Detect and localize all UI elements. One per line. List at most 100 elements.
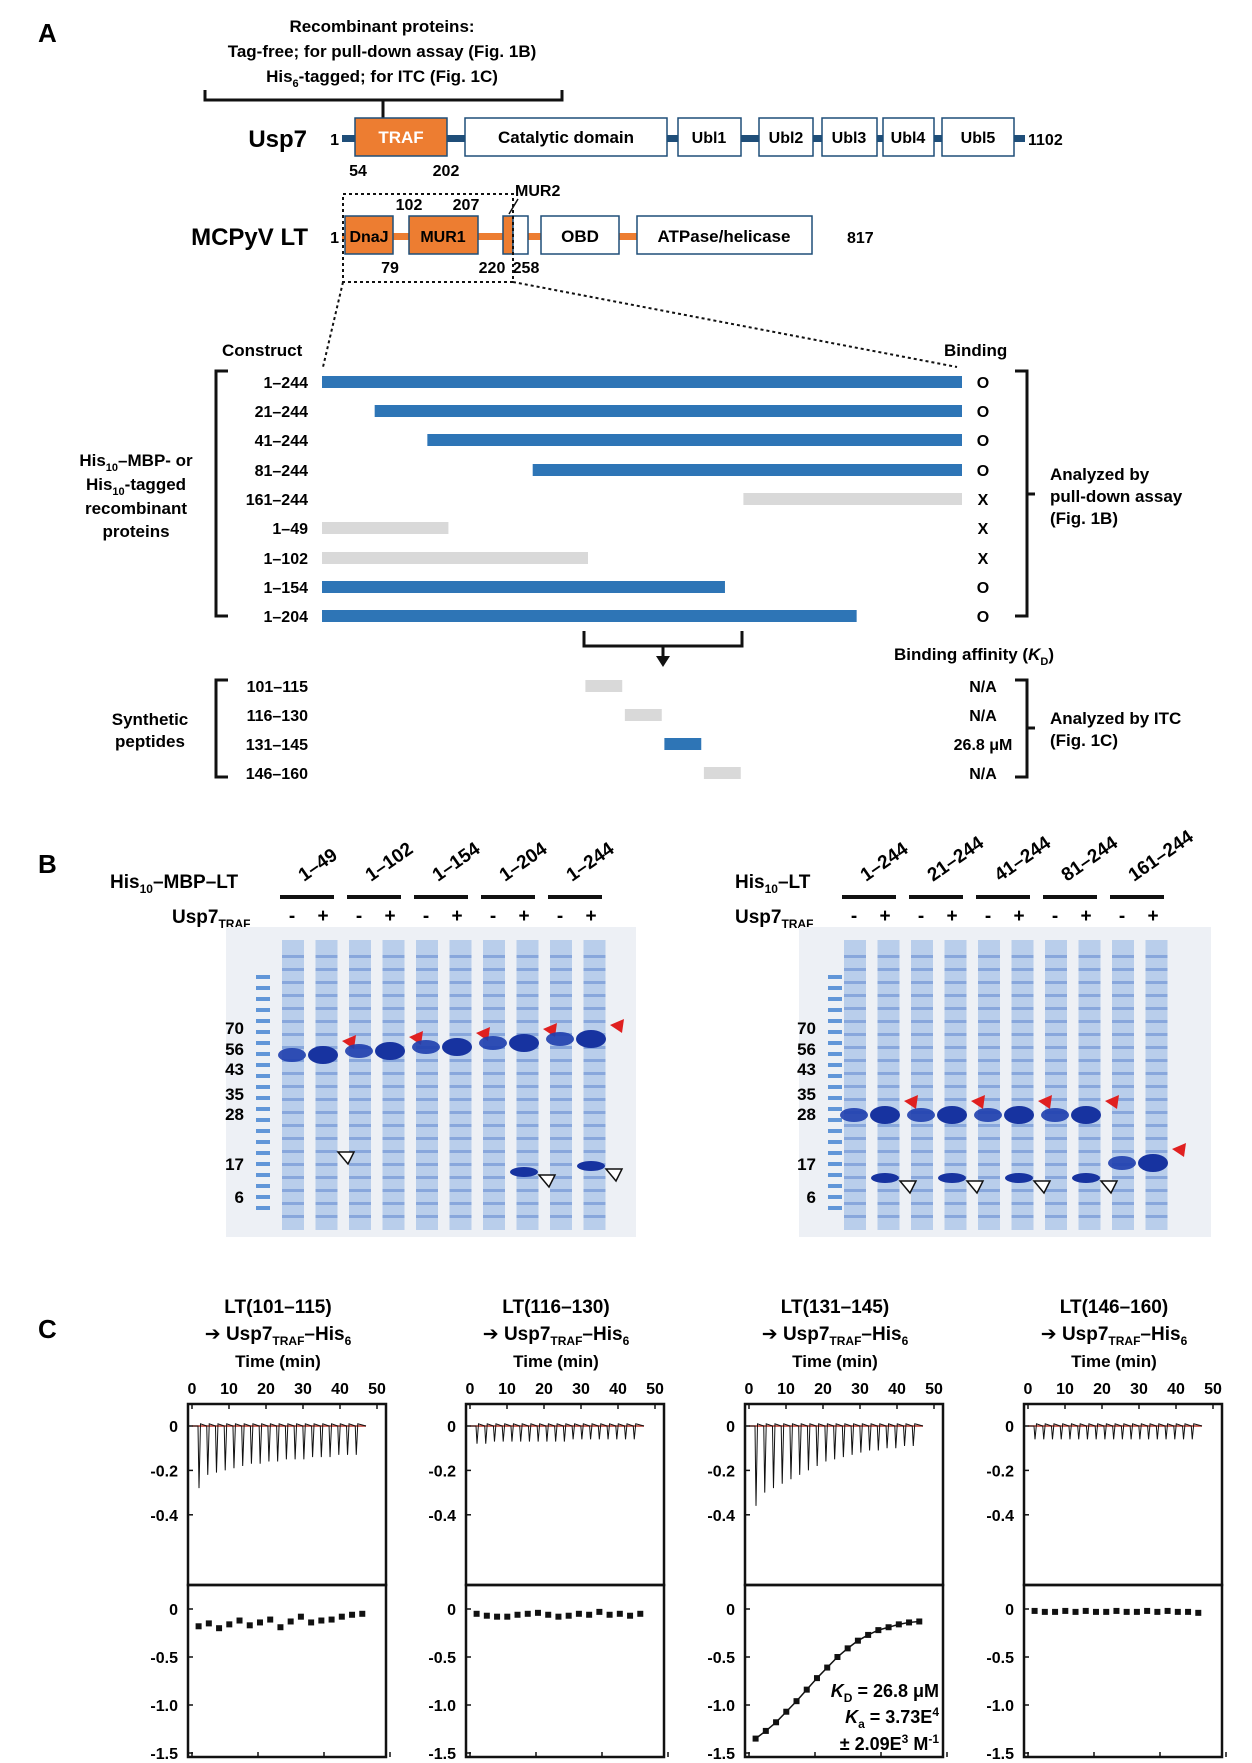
gel-band	[877, 1137, 900, 1140]
gel-band	[877, 1124, 900, 1127]
traf-band	[871, 1173, 899, 1183]
gel-band	[416, 1150, 438, 1153]
gel-band	[349, 1007, 371, 1010]
gel-band	[550, 1163, 572, 1166]
recombinant-bracket	[203, 90, 564, 118]
gel-band	[1045, 994, 1067, 997]
ladder-band	[256, 1074, 270, 1078]
gel-band	[583, 1124, 606, 1127]
gel-band	[877, 1098, 900, 1101]
lower-y-tick: 0	[726, 1602, 735, 1619]
gel-band	[449, 1085, 472, 1088]
injection-point	[195, 1623, 202, 1630]
ladder-band	[828, 1074, 842, 1078]
construct-label: 1–204	[264, 609, 309, 626]
red-triangle-icon	[971, 1095, 985, 1109]
gel-band	[877, 1163, 900, 1166]
itc-lower-frame	[464, 1583, 666, 1759]
gel-band	[1145, 1007, 1168, 1010]
gel-band	[315, 1020, 338, 1023]
lane-plus: +	[946, 906, 957, 927]
gel-band	[1145, 1072, 1168, 1075]
gel-band	[583, 1189, 606, 1192]
lane-header: 1–244	[563, 838, 619, 886]
ladder-band	[256, 1151, 270, 1155]
group-label-line1: His10–MBP- or	[79, 451, 193, 474]
affinity-header: Binding affinity (KD)	[894, 645, 1054, 668]
gel-band	[844, 1176, 866, 1179]
ladder-band	[828, 1162, 842, 1166]
gel-band	[1078, 1007, 1101, 1010]
construct-bar	[322, 552, 589, 564]
gel-band	[282, 1033, 304, 1036]
lane-header: 1–102	[362, 839, 417, 887]
gel-band	[1145, 1020, 1168, 1023]
gel-band	[1078, 968, 1101, 971]
injection-point	[627, 1612, 634, 1619]
gel-band	[382, 1215, 405, 1218]
gel-band	[1112, 1085, 1134, 1088]
injection-point	[1154, 1608, 1161, 1615]
gel-band	[282, 1189, 304, 1192]
gel-lane	[944, 940, 967, 1230]
gel-band	[1011, 1124, 1034, 1127]
marker-label: 43	[797, 1060, 816, 1079]
group-label-line3: recombinant	[85, 499, 187, 518]
gel-band	[844, 1137, 866, 1140]
gel-band	[844, 1072, 866, 1075]
injection-point	[1144, 1607, 1151, 1614]
lane-header: 81–244	[1058, 832, 1122, 886]
gel-band	[550, 955, 572, 958]
gel-band	[978, 1007, 1000, 1010]
ladder-band	[828, 1173, 842, 1177]
upper-y-tick: 0	[447, 1419, 456, 1436]
fit-curve	[755, 1620, 920, 1740]
injection-point	[606, 1611, 613, 1618]
lower-y-tick: 0	[447, 1602, 456, 1619]
protein-band	[479, 1036, 507, 1050]
gel-band	[315, 981, 338, 984]
ladder-band	[256, 1052, 270, 1056]
gel-band	[911, 1085, 933, 1088]
lane-minus: -	[918, 906, 924, 927]
lane-minus: -	[1052, 906, 1058, 927]
gel-lane	[483, 940, 505, 1230]
gel-band	[282, 955, 304, 958]
time-tick: 0	[188, 1381, 197, 1398]
gel-band	[944, 1163, 967, 1166]
marker-label: 17	[225, 1155, 244, 1174]
gel-band	[516, 1215, 539, 1218]
gel-band	[349, 981, 371, 984]
gel-band	[550, 1007, 572, 1010]
construct-label: 161–244	[246, 492, 308, 509]
ladder-band	[828, 1195, 842, 1199]
gel-band	[282, 1098, 304, 1101]
lower-y-tick: -0.5	[150, 1650, 178, 1667]
gel-band	[382, 1189, 405, 1192]
upper-y-tick: -0.2	[707, 1463, 735, 1480]
gel-band	[382, 1020, 405, 1023]
recombinant-line1: Recombinant proteins:	[289, 17, 474, 36]
gel-band	[1145, 1059, 1168, 1062]
gel-band	[449, 981, 472, 984]
gel-band	[911, 1215, 933, 1218]
gel-band	[516, 1137, 539, 1140]
ladder-band	[828, 1030, 842, 1034]
injection-point	[1133, 1608, 1140, 1615]
construct-label: 1–244	[264, 375, 309, 392]
gel-band	[282, 994, 304, 997]
gel-band	[1011, 1137, 1034, 1140]
gel-band	[550, 1020, 572, 1023]
gel-band	[1112, 968, 1134, 971]
gel-band	[516, 1020, 539, 1023]
injection-point	[1031, 1607, 1038, 1614]
upper-y-tick: 0	[169, 1419, 178, 1436]
protein-band	[546, 1032, 574, 1046]
gel-band	[978, 1124, 1000, 1127]
gel-band	[382, 1163, 405, 1166]
gel-band	[282, 968, 304, 971]
construct-bar	[322, 581, 725, 593]
traf-band	[510, 1167, 538, 1177]
gel-band	[449, 1189, 472, 1192]
gel-band	[1045, 1163, 1067, 1166]
